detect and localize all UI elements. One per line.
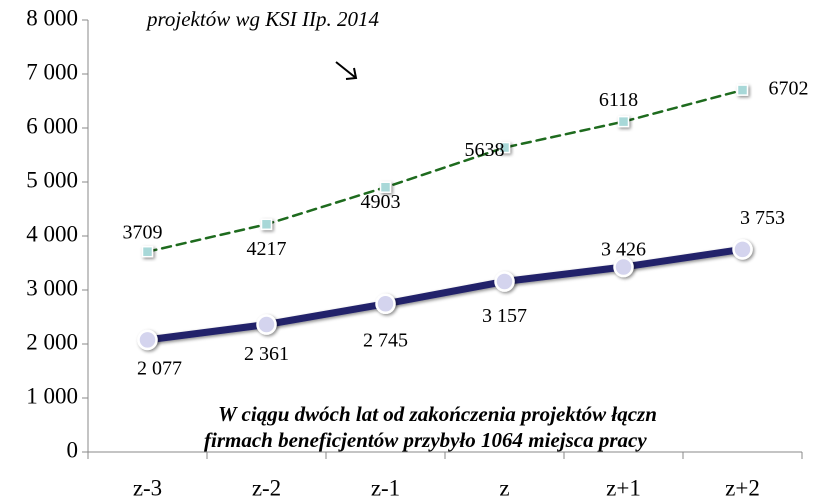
data-label: 2 745 — [363, 329, 408, 351]
data-label: 2 077 — [137, 357, 182, 379]
point-marker — [732, 239, 753, 260]
x-tick-label: z+2 — [725, 475, 760, 499]
y-tick-label: 8 000 — [26, 5, 78, 30]
arrow — [335, 61, 358, 80]
y-tick-label: 5 000 — [26, 167, 78, 192]
data-label: 3 157 — [482, 305, 527, 327]
point-marker — [137, 329, 158, 351]
data-label: 4217 — [247, 238, 287, 260]
x-tick-label: z-1 — [371, 475, 400, 499]
annotation: W ciągu dwóch lat od zakończenia projekt… — [218, 402, 657, 426]
data-label: 3709 — [123, 221, 163, 243]
series-line — [144, 245, 746, 344]
point-marker — [498, 141, 511, 154]
y-tick-label: 1 000 — [26, 383, 78, 408]
data-label: 6118 — [599, 89, 638, 111]
point-marker — [141, 245, 154, 258]
x-tick-label: z-3 — [133, 475, 162, 499]
data-label: 5638 — [465, 139, 505, 161]
data-label: 4903 — [361, 191, 401, 213]
data-label: 2 361 — [244, 343, 289, 365]
y-tick-label: 7 000 — [26, 59, 78, 84]
point-marker — [613, 256, 634, 278]
x-tick-label: z — [499, 475, 509, 499]
series-line — [146, 88, 744, 253]
point-marker — [260, 218, 273, 231]
point-marker — [256, 314, 277, 335]
data-label: 3 753 — [740, 207, 785, 229]
point-marker — [617, 115, 630, 128]
point-marker — [736, 84, 749, 96]
data-label: 3 426 — [601, 239, 646, 261]
y-tick-label: 4 000 — [26, 221, 78, 246]
point-marker — [375, 293, 396, 315]
x-tick-label: z+1 — [606, 475, 641, 499]
x-tick-label: z-2 — [252, 475, 281, 499]
point-marker — [379, 181, 392, 193]
annotation: firmach beneficjentów przybyło 1064 miej… — [204, 428, 647, 452]
data-label: 6702 — [769, 78, 809, 100]
y-tick-label: 2 000 — [26, 329, 78, 354]
y-tick-label: 3 000 — [26, 275, 78, 300]
annotation: projektów wg KSI IIp. 2014 — [145, 7, 379, 31]
y-tick-label: 6 000 — [26, 113, 78, 138]
point-marker — [494, 271, 515, 292]
y-tick-label: 0 — [67, 437, 79, 462]
